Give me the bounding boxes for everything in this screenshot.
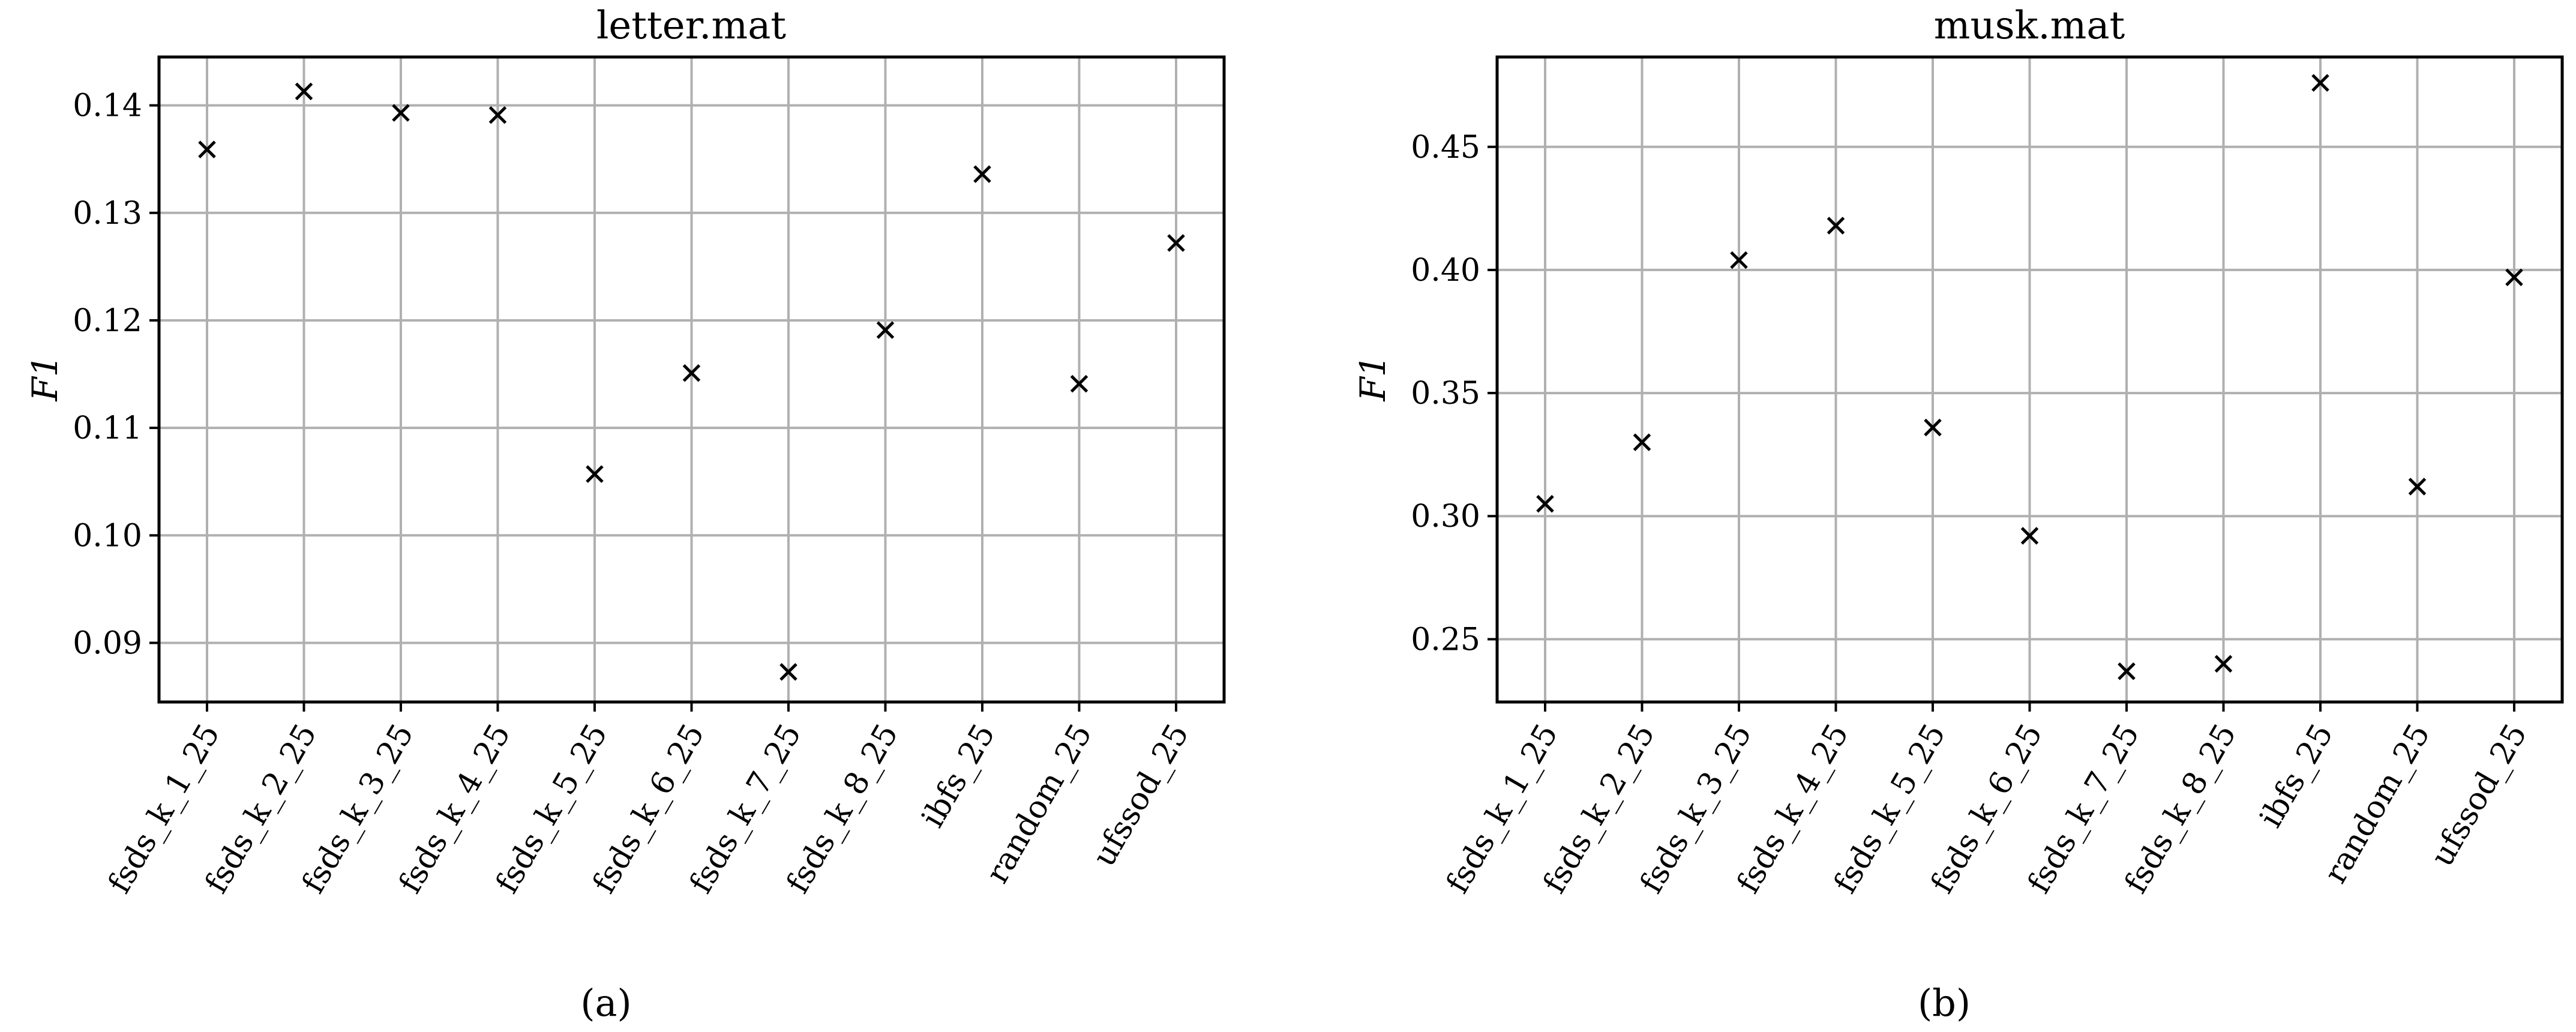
marker-stroke	[2505, 268, 2523, 286]
data-point	[2020, 527, 2039, 545]
x-tick-label: ufssod_25	[1086, 718, 1196, 873]
data-point	[1730, 251, 1748, 269]
data-point	[2505, 268, 2523, 286]
marker-stroke	[2214, 655, 2233, 673]
data-point	[1167, 234, 1185, 252]
chart-title: letter.mat	[596, 4, 786, 48]
data-point	[1633, 433, 1651, 451]
data-point	[1924, 418, 1942, 437]
data-point	[198, 140, 216, 158]
data-point	[2118, 662, 2136, 680]
y-axis-label: F1	[25, 355, 65, 401]
marker-stroke	[2118, 662, 2136, 680]
y-tick-label: 0.12	[73, 303, 142, 339]
marker-stroke	[1633, 433, 1651, 451]
data-point	[2311, 74, 2329, 92]
marker-stroke	[392, 104, 410, 122]
y-tick-label: 0.11	[73, 410, 142, 446]
marker-stroke	[1730, 251, 1748, 269]
data-point	[876, 321, 895, 339]
y-tick-label: 0.35	[1411, 376, 1480, 412]
data-point	[973, 165, 991, 184]
data-point	[392, 104, 410, 122]
marker-stroke	[1924, 418, 1942, 437]
data-point	[2408, 478, 2427, 496]
panel-label: (b)	[1918, 981, 1971, 1025]
marker-stroke	[295, 82, 313, 101]
chart-title: musk.mat	[1934, 4, 2125, 48]
plot-frame	[1495, 55, 2564, 704]
marker-stroke	[2408, 478, 2427, 496]
chart-musk: musk.mat F1 (b) fsds_k_1_25fsds_k_2_25fs…	[1353, 4, 2564, 1025]
y-tick-label: 0.14	[73, 88, 142, 124]
marker-stroke	[1827, 217, 1845, 235]
data-point	[682, 364, 701, 382]
marker-stroke	[682, 364, 701, 382]
data-point	[1536, 494, 1554, 513]
y-tick-label: 0.13	[73, 196, 142, 232]
x-tick-label: ibfs_25	[914, 718, 1002, 834]
marker-stroke	[1070, 374, 1088, 393]
data-point	[1827, 217, 1845, 235]
data-point	[2214, 655, 2233, 673]
grid	[1497, 57, 2562, 702]
marker-stroke	[876, 321, 895, 339]
chart-letter: letter.mat F1 (a) fsds_k_1_25fsds_k_2_25…	[25, 4, 1226, 1025]
data-point	[488, 106, 507, 124]
marker-stroke	[2020, 527, 2039, 545]
x-tick-label: ibfs_25	[2253, 718, 2340, 834]
x-tick-label: ufssod_25	[2424, 718, 2534, 873]
y-tick-label: 0.09	[73, 625, 142, 661]
y-axis-label: F1	[1353, 355, 1393, 401]
y-tick-label: 0.25	[1411, 622, 1480, 658]
marker-stroke	[1536, 494, 1554, 513]
data-point	[295, 82, 313, 101]
panel-label: (a)	[580, 981, 631, 1025]
data-point	[779, 663, 797, 681]
y-tick-label: 0.40	[1411, 253, 1480, 289]
data-point	[586, 465, 604, 483]
grid	[159, 57, 1224, 702]
marker-stroke	[586, 465, 604, 483]
marker-stroke	[2311, 74, 2329, 92]
marker-stroke	[1167, 234, 1185, 252]
marker-stroke	[198, 140, 216, 158]
plot-frame	[157, 55, 1226, 704]
data-point	[1070, 374, 1088, 393]
y-tick-label: 0.45	[1411, 130, 1480, 166]
marker-stroke	[973, 165, 991, 184]
marker-stroke	[779, 663, 797, 681]
y-tick-label: 0.30	[1411, 499, 1480, 535]
marker-stroke	[488, 106, 507, 124]
y-tick-label: 0.10	[73, 518, 142, 554]
